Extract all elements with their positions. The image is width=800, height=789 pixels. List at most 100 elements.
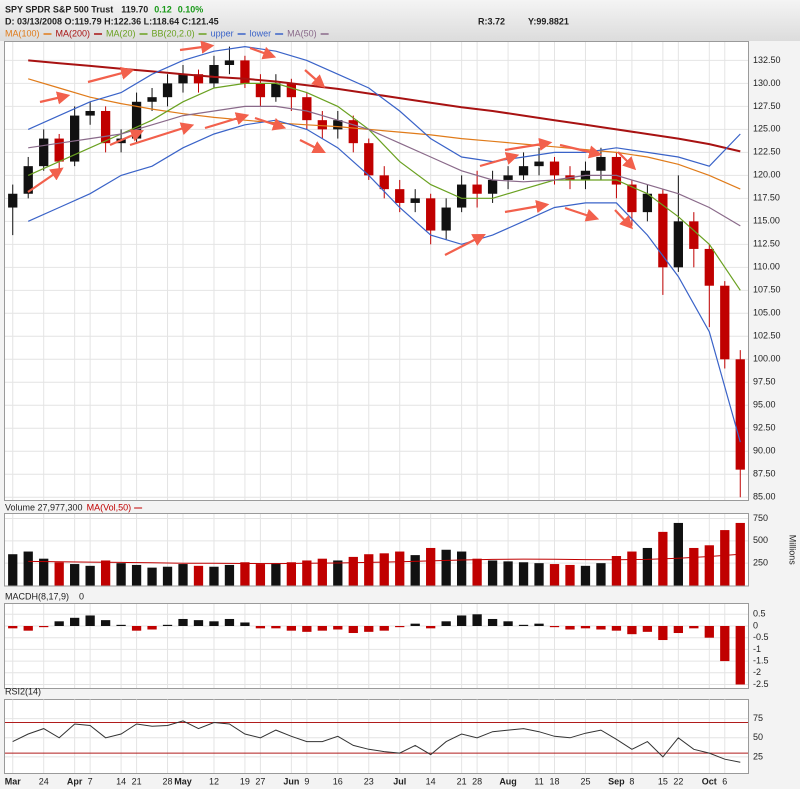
candle-body <box>162 83 173 98</box>
bar <box>410 555 420 586</box>
bar <box>317 625 327 631</box>
candle-body <box>534 161 544 167</box>
candle-body <box>704 248 714 286</box>
x-tick-label: 9 <box>304 776 309 786</box>
bar <box>209 621 219 626</box>
bar <box>348 556 358 586</box>
indicator-line <box>27 82 741 291</box>
bar <box>255 625 266 629</box>
candle-body <box>54 138 64 162</box>
bar <box>85 615 95 626</box>
bar <box>178 564 188 586</box>
candle-body <box>658 193 668 268</box>
candle-body <box>720 285 730 360</box>
rsi-frame <box>4 699 749 774</box>
annotations <box>27 40 637 256</box>
bar <box>549 625 560 628</box>
bar <box>565 564 575 586</box>
candle-body <box>472 184 482 194</box>
bar <box>193 565 204 586</box>
bar <box>534 563 544 586</box>
arrow <box>564 206 600 222</box>
bar <box>627 551 637 586</box>
x-tick-label: 14 <box>426 776 436 786</box>
bar <box>54 621 64 626</box>
arrow <box>109 129 145 147</box>
candle-body <box>271 83 281 98</box>
candle-body <box>85 110 95 116</box>
candle-body <box>240 60 250 84</box>
candle-body <box>348 120 358 144</box>
bar <box>333 625 343 630</box>
y-tick-label: 125.00 <box>753 124 781 134</box>
candle-body <box>410 198 420 203</box>
y-tick-label: 102.50 <box>753 331 781 341</box>
y-tick-label: 117.50 <box>753 193 780 203</box>
axis-label: Millions <box>788 535 798 566</box>
arrow <box>249 46 277 60</box>
arrow <box>299 139 326 153</box>
bar <box>8 554 18 586</box>
y-tick-label: 250 <box>753 558 768 568</box>
bar <box>39 625 49 628</box>
panel-title: Volume 27,977,300 <box>5 502 83 512</box>
bar <box>209 566 219 586</box>
price-frame <box>4 41 749 501</box>
bar <box>364 625 374 632</box>
bar <box>240 562 250 586</box>
bar <box>23 625 33 631</box>
y-tick-label: 127.50 <box>753 101 781 111</box>
candle-body <box>209 64 219 84</box>
candle-body <box>611 156 622 185</box>
y-tick-label: 92.50 <box>753 423 776 433</box>
bar <box>116 624 126 626</box>
bar <box>286 562 297 586</box>
candle-body <box>518 166 529 176</box>
bar <box>348 625 358 634</box>
candle-body <box>689 221 699 249</box>
candle-body <box>673 221 683 268</box>
bar <box>487 618 498 626</box>
candle-body <box>178 74 188 84</box>
candle-body <box>39 138 49 167</box>
candle-body <box>549 161 560 176</box>
x-tick-label: 21 <box>132 776 142 786</box>
y-tick-label: -1 <box>753 644 761 654</box>
bar <box>487 560 498 586</box>
arrow <box>614 209 634 230</box>
y-tick-label: 97.50 <box>753 377 776 387</box>
x-tick-label: Sep <box>608 776 625 786</box>
bar <box>456 615 467 626</box>
y-tick-label: 120.00 <box>753 170 781 180</box>
bar <box>735 625 745 685</box>
arrow <box>504 200 550 214</box>
candle-body <box>642 193 653 213</box>
bar <box>193 620 204 626</box>
candle-body <box>100 110 111 144</box>
bar <box>395 551 405 586</box>
bar <box>379 625 389 631</box>
macd-frame <box>4 603 749 689</box>
x-tick-label: 28 <box>472 776 482 786</box>
x-tick-label: Oct <box>702 776 717 786</box>
plot-layer: Mar 24 Apr 7 14 21 28 May 12 19 27 Jun 9 16 23 Jul 14 21 2… <box>5 28 798 786</box>
x-tick-label: Mar <box>5 776 22 786</box>
candle-body <box>441 207 451 231</box>
bar <box>116 563 126 586</box>
indicator-line <box>27 45 741 167</box>
y-tick-label: 130.00 <box>753 78 781 88</box>
bar <box>580 625 591 629</box>
volume-frame <box>4 513 749 587</box>
legend-entry: MA(20) <box>106 28 136 38</box>
x-tick-label: 18 <box>550 776 560 786</box>
bar <box>286 625 297 631</box>
arrow <box>304 69 326 88</box>
bar <box>85 565 95 586</box>
candle-body <box>193 74 204 84</box>
bar <box>518 562 529 586</box>
y-tick-label: -0.5 <box>753 632 769 642</box>
x-tick-label: 7 <box>88 776 93 786</box>
y-tick-label: 107.50 <box>753 285 781 295</box>
volume-ma-line <box>28 553 741 565</box>
candle-body <box>395 189 405 203</box>
